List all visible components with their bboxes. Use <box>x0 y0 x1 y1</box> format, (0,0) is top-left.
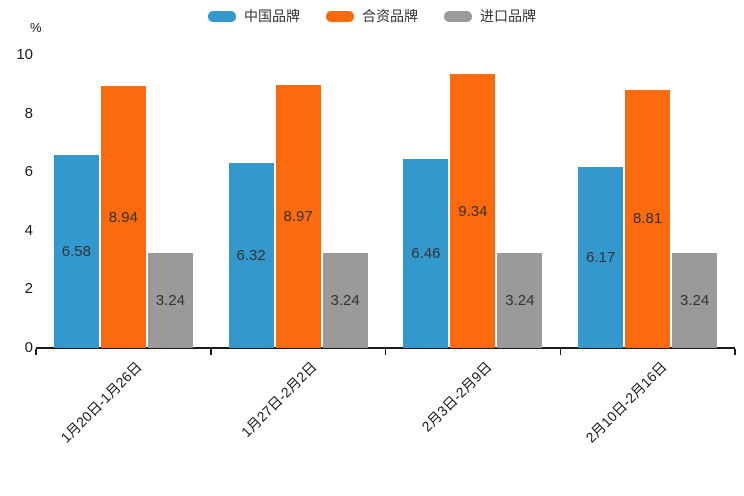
bar-group-3: 6.17 8.81 3.24 <box>560 55 735 348</box>
bar-value-label: 3.24 <box>680 292 710 310</box>
bar-value-label: 8.94 <box>108 208 138 226</box>
bar-series-0-group-1: 6.32 <box>228 162 274 348</box>
bar-series-1-group-1: 8.97 <box>275 85 321 348</box>
bar-value-label: 3.24 <box>330 292 360 310</box>
bar-series-0-group-2: 6.46 <box>403 158 449 348</box>
bar-series-2-group-0: 3.24 <box>147 253 193 348</box>
legend: 中国品牌 合资品牌 进口品牌 <box>0 8 744 24</box>
legend-swatch-icon <box>208 10 236 22</box>
bar-value-label: 6.32 <box>236 246 266 264</box>
legend-label: 中国品牌 <box>244 8 300 24</box>
y-tick-label: 4 <box>24 221 33 239</box>
legend-label: 进口品牌 <box>480 8 536 24</box>
x-axis-tick-mark <box>35 349 37 355</box>
bar-series-0-group-3: 6.17 <box>578 167 624 348</box>
bar-value-label: 6.46 <box>411 244 441 262</box>
bar-group-1: 6.32 8.97 3.24 <box>211 55 386 348</box>
x-tick-label-1: 1月27日-2月2日 <box>238 358 320 441</box>
y-tick-label: 10 <box>16 46 33 63</box>
legend-item-series-0[interactable]: 中国品牌 <box>208 8 300 24</box>
legend-label: 合资品牌 <box>362 8 418 24</box>
bar-series-0-group-0: 6.58 <box>53 155 99 348</box>
x-axis-tick-mark <box>559 349 561 355</box>
bar-group-2: 6.46 9.34 3.24 <box>386 55 561 348</box>
x-axis-tick-mark <box>384 349 387 355</box>
bar-series-2-group-3: 3.24 <box>672 253 718 348</box>
bar-value-label: 3.24 <box>505 292 535 310</box>
bar-value-label: 8.81 <box>633 210 663 228</box>
x-tick-label-0: 1月20日-1月26日 <box>57 358 146 446</box>
bar-group-0: 6.58 8.94 3.24 <box>36 55 211 348</box>
x-tick-label-2: 2月3日-2月9日 <box>418 358 495 435</box>
bar-value-label: 6.17 <box>586 249 616 267</box>
bar-value-label: 3.24 <box>155 292 185 310</box>
x-axis-tick-mark <box>734 349 736 355</box>
bar-value-label: 8.97 <box>283 208 313 226</box>
y-tick-label: 6 <box>24 163 33 181</box>
legend-swatch-icon <box>326 10 354 22</box>
x-axis-tick-mark <box>210 349 212 355</box>
bar-series-1-group-2: 9.34 <box>450 74 496 348</box>
bar-series-2-group-2: 3.24 <box>497 253 543 348</box>
y-tick-label: 8 <box>24 104 33 122</box>
legend-item-series-2[interactable]: 进口品牌 <box>444 8 536 24</box>
x-tick-label-3: 2月10日-2月16日 <box>582 358 670 446</box>
legend-item-series-1[interactable]: 合资品牌 <box>326 8 418 24</box>
bar-value-label: 9.34 <box>458 202 488 220</box>
legend-swatch-icon <box>444 10 472 22</box>
bar-series-1-group-0: 8.94 <box>100 86 146 348</box>
y-tick-label: 2 <box>24 280 33 298</box>
y-axis-unit-label: % <box>30 20 42 35</box>
y-tick-label: 0 <box>24 339 33 356</box>
x-axis-line <box>36 347 735 349</box>
bar-series-2-group-1: 3.24 <box>322 253 368 348</box>
bar-series-1-group-3: 8.81 <box>625 89 671 348</box>
bar-value-label: 6.58 <box>61 243 91 261</box>
